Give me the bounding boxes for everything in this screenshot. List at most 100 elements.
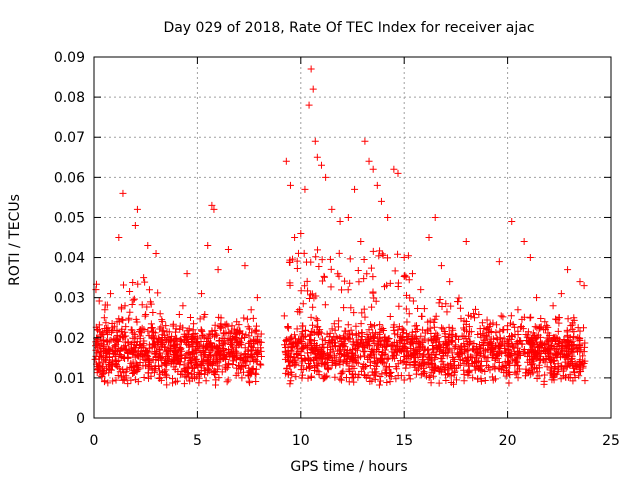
data-point bbox=[550, 370, 558, 378]
data-point bbox=[496, 334, 504, 342]
data-point bbox=[369, 165, 377, 173]
data-point bbox=[492, 329, 500, 337]
data-point bbox=[320, 272, 328, 280]
data-point bbox=[102, 364, 110, 372]
data-point bbox=[113, 327, 121, 335]
data-point bbox=[413, 335, 421, 343]
data-point bbox=[560, 347, 568, 355]
data-point bbox=[402, 364, 410, 372]
data-point bbox=[219, 346, 227, 354]
data-point bbox=[445, 323, 453, 331]
data-point bbox=[544, 337, 552, 345]
data-point bbox=[239, 330, 247, 338]
data-point bbox=[297, 287, 305, 295]
data-point bbox=[194, 362, 202, 370]
data-point bbox=[136, 342, 144, 350]
data-point bbox=[175, 311, 183, 319]
data-point bbox=[328, 325, 336, 333]
data-point bbox=[500, 335, 508, 343]
data-point bbox=[176, 337, 184, 345]
data-point bbox=[491, 356, 499, 364]
data-point bbox=[310, 356, 318, 364]
data-point bbox=[449, 326, 457, 334]
data-point bbox=[545, 335, 553, 343]
data-point bbox=[122, 374, 130, 382]
data-point bbox=[449, 354, 457, 362]
data-point bbox=[291, 234, 299, 241]
data-point bbox=[564, 315, 572, 323]
y-tick-label: 0.06 bbox=[54, 170, 85, 186]
data-point bbox=[233, 343, 241, 351]
data-point bbox=[181, 354, 189, 362]
data-point bbox=[554, 327, 562, 335]
data-point bbox=[223, 378, 231, 386]
data-point bbox=[212, 368, 220, 376]
data-point bbox=[171, 328, 179, 336]
data-point bbox=[215, 374, 223, 382]
data-point bbox=[570, 342, 578, 350]
data-point bbox=[156, 346, 164, 354]
data-point bbox=[563, 355, 571, 363]
data-point bbox=[456, 304, 464, 312]
data-point bbox=[176, 325, 184, 333]
data-point bbox=[381, 333, 389, 341]
data-point bbox=[369, 329, 377, 337]
data-point bbox=[257, 361, 265, 369]
data-point bbox=[122, 346, 130, 354]
data-point bbox=[141, 312, 149, 320]
data-point bbox=[465, 361, 473, 369]
data-point bbox=[394, 169, 402, 177]
data-point bbox=[117, 303, 125, 311]
data-point bbox=[417, 312, 425, 320]
data-point bbox=[516, 351, 524, 359]
data-point bbox=[438, 324, 446, 332]
data-point bbox=[119, 189, 127, 197]
data-point bbox=[478, 367, 486, 375]
data-point bbox=[549, 302, 557, 310]
data-point bbox=[222, 329, 230, 337]
data-point bbox=[101, 306, 109, 314]
data-point bbox=[400, 272, 408, 280]
data-point bbox=[338, 286, 346, 294]
data-point bbox=[286, 352, 294, 360]
data-point bbox=[293, 325, 301, 333]
data-point bbox=[291, 331, 299, 339]
data-point bbox=[320, 343, 328, 351]
data-point bbox=[400, 348, 408, 356]
data-point bbox=[376, 321, 384, 329]
data-point bbox=[417, 332, 425, 340]
data-point bbox=[469, 374, 477, 382]
data-point bbox=[550, 356, 558, 364]
data-point bbox=[390, 326, 398, 334]
data-point bbox=[537, 348, 545, 356]
data-point bbox=[581, 357, 589, 365]
data-point bbox=[400, 376, 408, 384]
data-point bbox=[453, 376, 460, 384]
data-point bbox=[458, 332, 466, 340]
data-point bbox=[183, 350, 191, 358]
data-point bbox=[116, 368, 124, 376]
data-point bbox=[140, 374, 148, 382]
data-point bbox=[426, 363, 434, 371]
data-point bbox=[317, 329, 325, 337]
data-point bbox=[253, 294, 261, 302]
data-point bbox=[409, 297, 417, 305]
data-point bbox=[297, 366, 305, 374]
data-point bbox=[564, 373, 572, 381]
data-point bbox=[221, 321, 229, 329]
data-point bbox=[475, 311, 483, 319]
data-point bbox=[505, 335, 513, 343]
data-point bbox=[286, 380, 294, 388]
data-point bbox=[430, 323, 438, 331]
data-point bbox=[115, 315, 123, 323]
data-point bbox=[448, 337, 456, 345]
data-point bbox=[576, 278, 584, 286]
data-point bbox=[326, 255, 334, 263]
data-point bbox=[252, 322, 260, 330]
data-point bbox=[130, 369, 138, 377]
data-point bbox=[114, 371, 122, 379]
data-point bbox=[474, 331, 482, 339]
data-point bbox=[313, 329, 321, 337]
data-point bbox=[215, 348, 223, 356]
data-point bbox=[484, 345, 492, 353]
